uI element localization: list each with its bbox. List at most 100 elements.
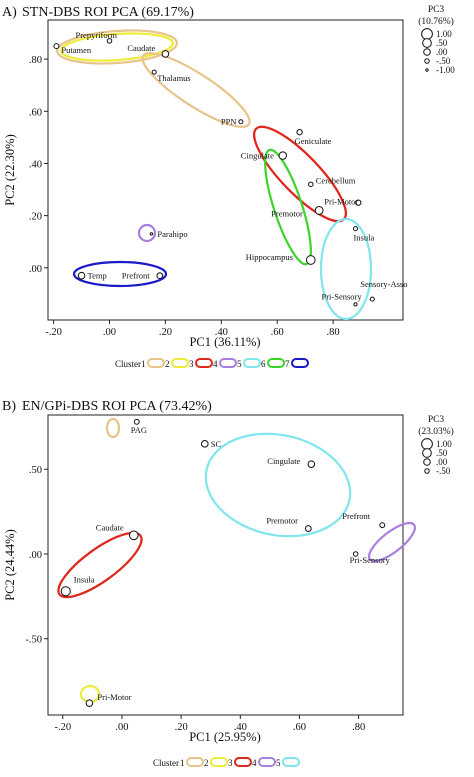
data-point xyxy=(353,302,358,307)
panel-a-cluster-legend: Cluster 1 2 3 4 5 6 7 xyxy=(115,358,309,369)
size-legend-label: -1.00 xyxy=(436,65,455,75)
data-point xyxy=(149,232,154,236)
data-point xyxy=(128,530,139,541)
data-point xyxy=(238,119,244,125)
data-point xyxy=(355,199,362,206)
cluster-legend-swatch xyxy=(267,358,285,368)
panel-b-x-ticks: -.20 .00 .20 .40 .60 .80 xyxy=(54,715,365,733)
cluster-2-ellipse xyxy=(60,32,174,62)
cluster-legend-entries: 1 2 3 4 5 6 7 xyxy=(141,358,309,369)
point-label: Prefront xyxy=(122,271,150,281)
point-label: Pri-Motor xyxy=(97,692,131,702)
cluster-legend-label: 1 xyxy=(141,359,146,369)
panel-b-x-axis-title: PC1 (25.95%) xyxy=(189,730,261,744)
panel-a-y-axis-title: PC2 (22.30%) xyxy=(3,134,17,206)
data-point xyxy=(308,181,314,188)
data-point xyxy=(133,418,140,425)
point-label: Caudate xyxy=(96,522,124,532)
panel-b-plot-frame xyxy=(47,414,404,716)
data-point xyxy=(77,271,86,280)
cluster-legend-label: 3 xyxy=(228,758,233,768)
data-point xyxy=(156,272,164,280)
x-tick-label: .20 xyxy=(175,722,188,733)
data-point xyxy=(379,522,386,529)
cluster-legend-label: 2 xyxy=(165,359,170,369)
data-point xyxy=(352,226,359,232)
size-legend-label: -.50 xyxy=(436,56,451,66)
cluster-legend-swatch xyxy=(147,358,165,368)
size-legend-swatch xyxy=(421,28,433,40)
panel-b: B) EN/GPi-DBS ROI PCA (73.42%) PAG SC Cing… xyxy=(2,399,454,768)
panel-a: A) STN-DBS ROI PCA (69.17%) PrepyriformP… xyxy=(2,5,455,369)
b-cluster-4-ellipse xyxy=(367,521,417,563)
b-cluster-3-ellipse xyxy=(57,531,143,599)
b-cluster-1-ellipse xyxy=(105,417,121,439)
panel-b-points: PAG SC Cingulate Premotor Prefront Pri-Sensor… xyxy=(60,418,391,707)
b-size-legend-title: PC3 xyxy=(428,415,445,425)
data-point xyxy=(369,296,375,302)
point-label: Pri-Motor xyxy=(324,197,358,207)
point-label: Cingulate xyxy=(241,151,274,161)
y-tick-label: .80 xyxy=(29,55,42,66)
cluster-legend-title: Cluster xyxy=(115,359,141,369)
x-tick-label: .40 xyxy=(215,327,228,338)
panel-a-title: STN-DBS ROI PCA (69.17%) xyxy=(22,5,194,20)
size-legend-swatch xyxy=(421,438,433,450)
size-legend-label: .50 xyxy=(436,38,448,48)
size-legend-title: PC3 xyxy=(428,5,445,15)
panel-a-y-ticks: .00 .20 .40 .60 .80 xyxy=(29,55,48,275)
cluster-legend-label: 5 xyxy=(276,758,281,768)
point-label: Temp xyxy=(88,271,107,281)
point-label: Geniculate xyxy=(295,136,332,146)
data-point xyxy=(200,440,209,448)
point-label: Thalamus xyxy=(157,73,191,83)
panel-b-label: B) xyxy=(2,399,16,414)
panel-b-y-axis-title: PC2 (24.44%) xyxy=(3,529,17,601)
cluster-legend-label: 2 xyxy=(204,758,209,768)
y-tick-label: .60 xyxy=(29,107,42,118)
x-tick-label: .20 xyxy=(159,327,172,338)
data-point xyxy=(314,206,324,215)
panel-a-x-axis-title: PC1 (36.11%) xyxy=(189,335,260,349)
cluster-legend-label: 4 xyxy=(252,758,257,768)
size-legend-swatch xyxy=(423,48,431,56)
cluster-legend-label: 3 xyxy=(189,359,194,369)
cluster-legend-swatch xyxy=(195,358,213,368)
data-point xyxy=(305,255,316,265)
point-label: Cerebellum xyxy=(316,175,356,185)
x-tick-label: -.20 xyxy=(54,722,71,733)
x-tick-label: .40 xyxy=(234,722,247,733)
point-label: SC xyxy=(211,439,222,449)
cluster-legend-swatch xyxy=(219,358,237,368)
point-label: Insula xyxy=(74,574,95,584)
cluster-legend-swatch xyxy=(243,358,261,368)
y-tick-label: .40 xyxy=(29,159,42,170)
data-point xyxy=(296,129,303,136)
panel-a-label: A) xyxy=(2,5,17,20)
size-legend-swatch xyxy=(422,38,432,48)
size-legend-label: .00 xyxy=(436,47,448,57)
point-label: Premotor xyxy=(271,208,303,218)
size-legend-swatch xyxy=(424,58,430,64)
point-label: Putamen xyxy=(61,45,91,55)
data-point xyxy=(53,43,60,50)
cluster-legend-swatch xyxy=(258,757,276,767)
cluster-legend-label: 4 xyxy=(213,359,218,369)
size-legend-swatch xyxy=(422,448,432,458)
panel-b-cluster-legend: Cluster 1 2 3 4 5 xyxy=(153,757,300,768)
point-label: PAG xyxy=(131,425,147,435)
cluster-legend-swatch xyxy=(291,358,309,368)
point-label: PPN xyxy=(221,117,237,127)
b-cluster-legend-title: Cluster xyxy=(153,758,179,768)
data-point xyxy=(352,551,359,557)
point-label: Prefront xyxy=(342,511,370,521)
cluster-1-ellipse xyxy=(56,29,178,65)
y-tick-label: .00 xyxy=(29,264,42,275)
panel-b-title: EN/GPi-DBS ROI PCA (73.42%) xyxy=(22,399,212,414)
size-legend-swatch xyxy=(424,468,430,474)
panel-a-points: Prepyriform Putamen Caudate Thalamus PPN Geni… xyxy=(53,30,407,307)
data-point xyxy=(304,525,312,532)
cluster-6-ellipse xyxy=(264,148,312,266)
point-label: Caudate xyxy=(127,43,155,53)
cluster-legend-swatch xyxy=(186,757,204,767)
